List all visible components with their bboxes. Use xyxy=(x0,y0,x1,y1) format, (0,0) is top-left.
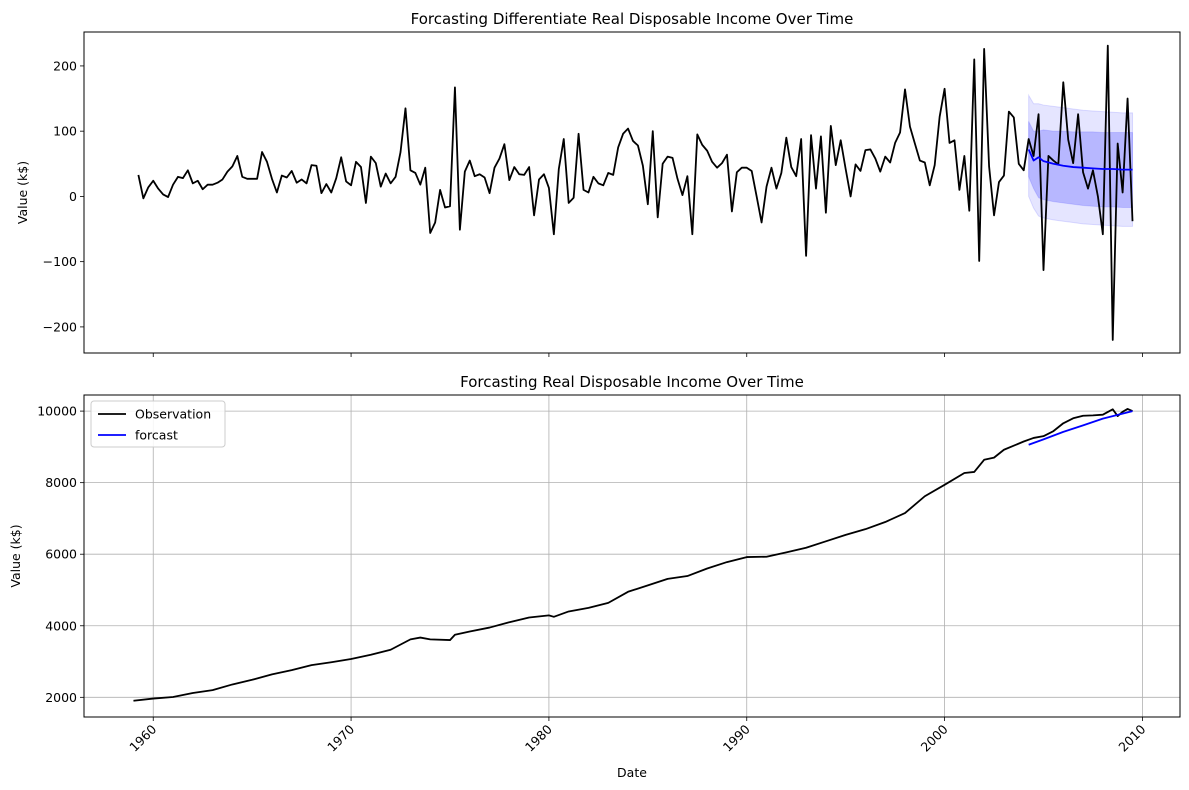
forecast-band-95 xyxy=(1028,93,1134,227)
top-chart-forecast-bands xyxy=(1028,93,1134,227)
legend-forecast-label: forcast xyxy=(135,428,178,443)
y-tick-label: 8000 xyxy=(45,475,77,490)
bottom-chart-lines xyxy=(133,408,1133,702)
bottom-chart-y-label: Value (k$) xyxy=(8,524,23,587)
top-chart-y-axis: −200 −100 0 100 200 xyxy=(43,58,84,334)
x-tick-label: 1990 xyxy=(720,721,753,754)
top-forecast-line xyxy=(1027,149,1133,171)
bottom-chart-plot-frame xyxy=(83,394,1181,718)
top-chart-title: Forcasting Differentiate Real Disposable… xyxy=(411,10,854,28)
bottom-chart-grid xyxy=(84,395,1180,717)
legend: Observation forcast xyxy=(90,400,226,448)
y-tick-label: 200 xyxy=(53,58,77,73)
x-tick-label: 1980 xyxy=(522,721,555,754)
bottom-chart-title: Forcasting Real Disposable Income Over T… xyxy=(460,373,804,391)
top-chart-plot-frame xyxy=(83,31,1181,354)
x-tick-label: 2010 xyxy=(1115,721,1148,754)
y-tick-label: 0 xyxy=(69,189,77,204)
legend-observation-label: Observation xyxy=(135,407,211,422)
y-tick-label: −200 xyxy=(43,319,77,334)
bottom-chart-x-label: Date xyxy=(617,765,647,780)
y-tick-label: 4000 xyxy=(45,618,77,633)
y-tick-label: 2000 xyxy=(45,690,77,705)
bottom-observation-line xyxy=(133,408,1133,702)
top-chart-lines xyxy=(137,44,1134,341)
x-tick-label: 2000 xyxy=(918,721,951,754)
top-observation-line xyxy=(137,44,1134,341)
bottom-forecast-line xyxy=(1028,410,1133,446)
x-tick-label: 1960 xyxy=(126,721,159,754)
bottom-chart-x-axis: 1960 1970 1980 1990 2000 2010 xyxy=(126,717,1149,755)
top-chart-x-axis xyxy=(152,353,1143,357)
bottom-chart-panel: Forcasting Real Disposable Income Over T… xyxy=(8,373,1181,780)
bottom-chart-y-axis: 2000 4000 6000 8000 10000 xyxy=(37,404,84,705)
y-tick-label: 10000 xyxy=(37,404,77,419)
x-tick-label: 1970 xyxy=(324,721,357,754)
y-tick-label: 6000 xyxy=(45,547,77,562)
top-chart-panel: Forcasting Differentiate Real Disposable… xyxy=(15,10,1181,357)
y-tick-label: −100 xyxy=(43,254,77,269)
top-chart-y-label: Value (k$) xyxy=(15,161,30,224)
y-tick-label: 100 xyxy=(53,124,77,139)
